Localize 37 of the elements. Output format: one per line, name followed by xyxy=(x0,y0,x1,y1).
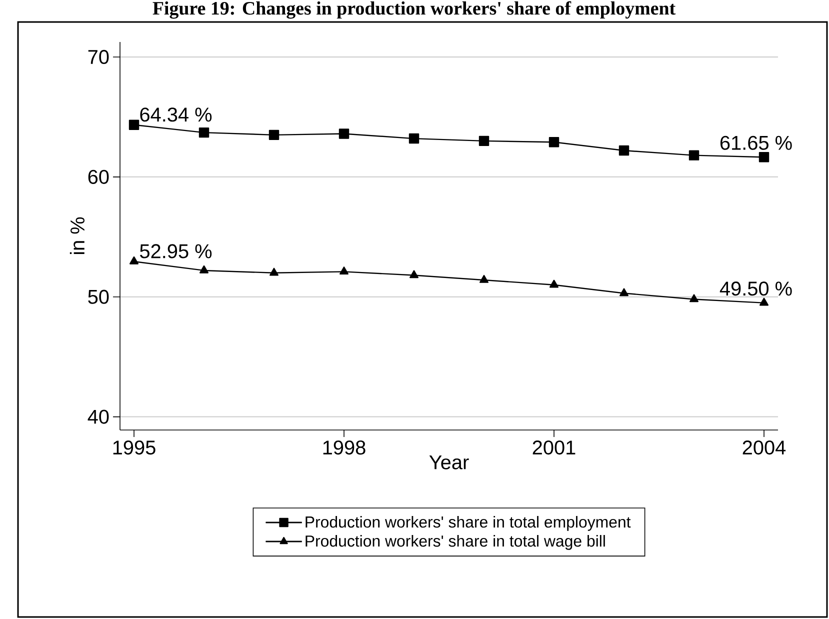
point xyxy=(620,288,629,296)
point xyxy=(340,266,349,275)
x-tick-label: 1998 xyxy=(323,440,366,455)
data-label: 61.65 % xyxy=(720,136,792,150)
point xyxy=(198,127,210,138)
data-label: 64.34 % xyxy=(140,108,212,122)
point xyxy=(688,150,700,160)
x-tick-label: 2001 xyxy=(532,440,576,455)
chart-title: Figure 19: Changes in production workers' share of employment xyxy=(152,1,676,19)
x-tick-label: 2004 xyxy=(742,440,786,455)
y-tick-label: 50 xyxy=(88,290,109,304)
point xyxy=(130,256,139,264)
y-tick-label: 60 xyxy=(88,170,109,184)
y-tick-label: 40 xyxy=(88,410,109,424)
point xyxy=(128,120,140,130)
point xyxy=(338,128,350,139)
x-axis-title: Year xyxy=(429,455,469,470)
point xyxy=(410,270,419,278)
point xyxy=(268,130,280,140)
point xyxy=(758,152,770,162)
y-tick-label: 70 xyxy=(88,50,109,64)
point xyxy=(760,298,769,306)
x-tick-label: 1995 xyxy=(113,440,156,455)
legend-label: Production workers' share in total wage bill xyxy=(306,535,605,550)
data-label: 49.50 % xyxy=(720,282,792,296)
point xyxy=(690,294,699,302)
point xyxy=(618,145,630,156)
y-axis-title: in % xyxy=(70,217,84,254)
point xyxy=(270,268,279,276)
point xyxy=(200,265,209,274)
point xyxy=(408,133,420,144)
point xyxy=(478,136,490,146)
point xyxy=(550,280,558,288)
point xyxy=(480,274,489,283)
data-label: 52.95 % xyxy=(140,244,212,258)
legend-label: Production workers' share in total employment xyxy=(306,516,631,531)
point xyxy=(548,137,560,148)
